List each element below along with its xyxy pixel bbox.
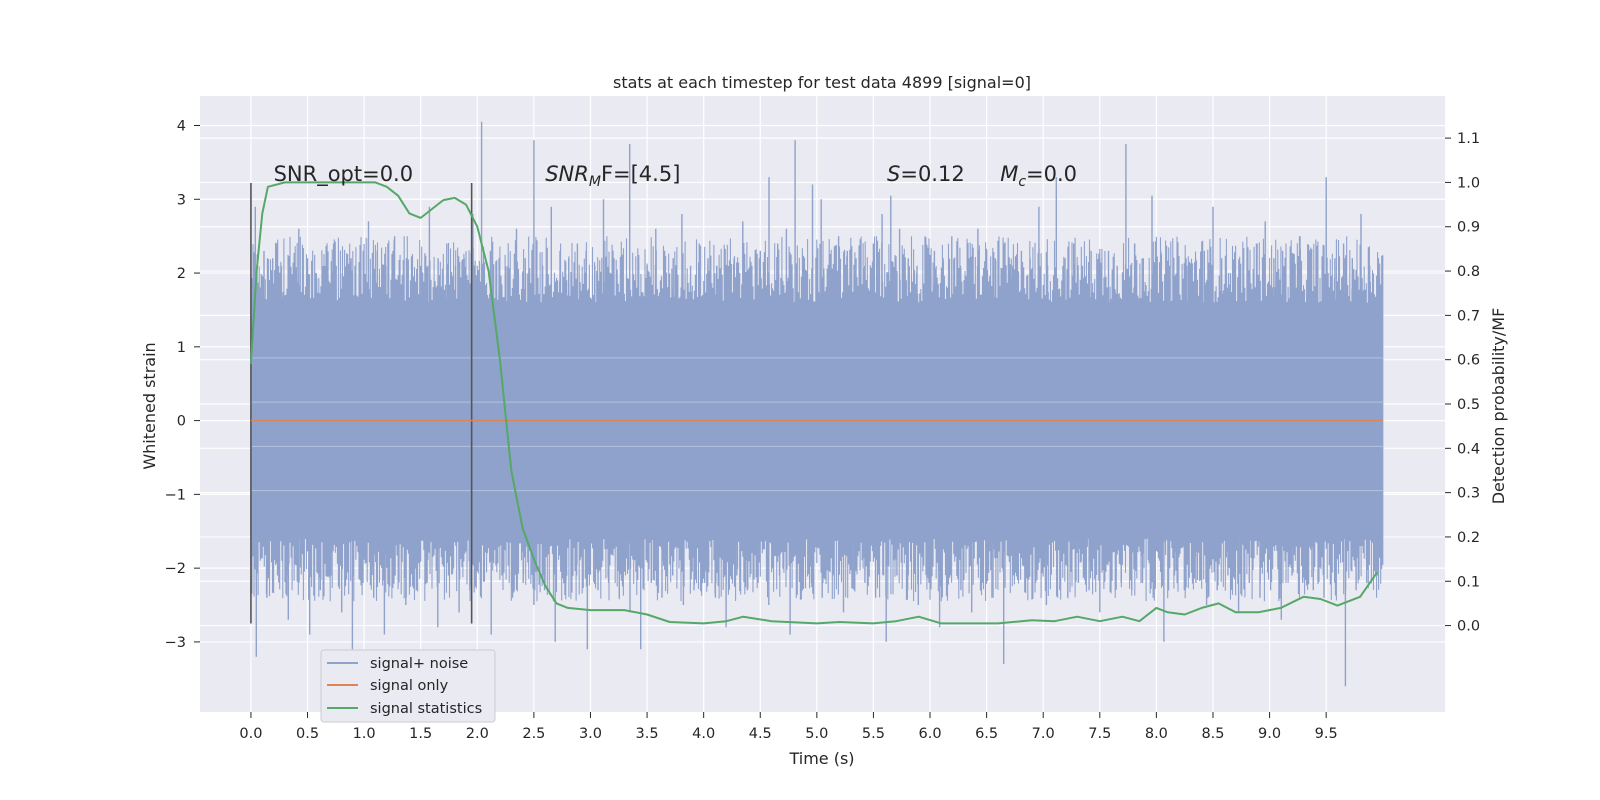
y2-tick-label: 0.1 <box>1457 574 1480 590</box>
x-tick-label: 1.0 <box>353 726 376 742</box>
x-tick-label: 3.0 <box>579 726 602 742</box>
y2-tick-label: 0.8 <box>1457 264 1480 280</box>
x-tick-label: 5.5 <box>862 726 885 742</box>
y2-tick-label: 0.4 <box>1457 441 1480 457</box>
annotation-main: SNR <box>545 162 589 186</box>
legend-label-noise: signal+ noise <box>370 656 468 672</box>
y2-tick-label: 0.7 <box>1457 308 1480 324</box>
x-tick-label: 7.5 <box>1088 726 1111 742</box>
ticks: 0.0 0.5 1.0 1.5 2.0 2.5 3.0 3.5 4.0 4.5 5.0 5.5 6.0 6… <box>165 119 1480 742</box>
x-tick-label: 5.0 <box>805 726 828 742</box>
annotation-main: M <box>1000 162 1018 186</box>
annotation-sub: c <box>1018 174 1026 190</box>
x-tick-label: 3.5 <box>636 726 659 742</box>
x-tick-label: 2.0 <box>466 726 489 742</box>
y2-tick-label: 1.1 <box>1457 131 1480 147</box>
chart-title: stats at each timestep for test data 489… <box>613 73 1031 92</box>
y2-tick-label: 0.3 <box>1457 486 1480 502</box>
y2-axis-label: Detection probability/MF <box>1489 308 1508 505</box>
annotation-sub: M <box>589 174 601 190</box>
y-tick-label: 1 <box>177 340 186 356</box>
x-tick-label: 9.0 <box>1258 726 1281 742</box>
annotation-3: Mc=0.0 <box>1000 162 1077 190</box>
noise-peaks <box>254 121 1380 687</box>
y2-tick-label: 0.9 <box>1457 220 1480 236</box>
y-tick-label: 2 <box>177 266 186 282</box>
annotation-main: S <box>887 162 900 186</box>
y-axis-label: Whitened strain <box>140 342 159 469</box>
x-tick-label: 6.5 <box>975 726 998 742</box>
signal-statistics-line <box>249 181 1378 625</box>
annotation-suffix: F=[4.5] <box>601 162 680 186</box>
y2-tick-label: 1.0 <box>1457 175 1480 191</box>
y-tick-label: −1 <box>165 487 186 503</box>
annotation-0: SNR_opt=0.0 <box>274 162 414 187</box>
x-tick-label: 8.5 <box>1201 726 1224 742</box>
legend: signal+ noise signal only signal statist… <box>320 649 496 723</box>
annotation-suffix: =0.12 <box>900 162 964 186</box>
legend-label-stats: signal statistics <box>370 701 482 717</box>
y2-tick-label: 0.5 <box>1457 397 1480 413</box>
annotation-main: SNR_opt=0.0 <box>274 162 414 187</box>
x-tick-label: 1.5 <box>409 726 432 742</box>
x-tick-label: 4.5 <box>749 726 772 742</box>
y-tick-label: 0 <box>177 414 186 430</box>
segment-markers <box>250 183 473 624</box>
x-tick-label: 4.0 <box>692 726 715 742</box>
y2-tick-label: 0.2 <box>1457 530 1480 546</box>
y2-tick-label: 0.0 <box>1457 619 1480 635</box>
annotation-2: S=0.12 <box>887 162 965 186</box>
x-tick-label: 8.0 <box>1145 726 1168 742</box>
line-series <box>249 181 1383 625</box>
y-tick-label: 4 <box>177 119 186 135</box>
x-tick-label: 0.5 <box>296 726 319 742</box>
annotation-suffix: =0.0 <box>1026 162 1077 186</box>
y2-tick-label: 0.6 <box>1457 353 1480 369</box>
x-tick-label: 7.0 <box>1032 726 1055 742</box>
legend-label-signal: signal only <box>370 678 449 694</box>
y-tick-label: −2 <box>165 561 186 577</box>
annotations: SNR_opt=0.0 SNRMF=[4.5] S=0.12 Mc=0.0 <box>274 162 1077 190</box>
x-axis-label: Time (s) <box>788 749 854 768</box>
x-tick-label: 6.0 <box>918 726 941 742</box>
legend-box <box>320 649 496 723</box>
annotation-1: SNRMF=[4.5] <box>545 162 680 190</box>
y-tick-label: 3 <box>177 192 186 208</box>
y-tick-label: −3 <box>165 635 186 651</box>
x-tick-label: 2.5 <box>522 726 545 742</box>
x-tick-label: 9.5 <box>1315 726 1338 742</box>
x-tick-label: 0.0 <box>239 726 262 742</box>
